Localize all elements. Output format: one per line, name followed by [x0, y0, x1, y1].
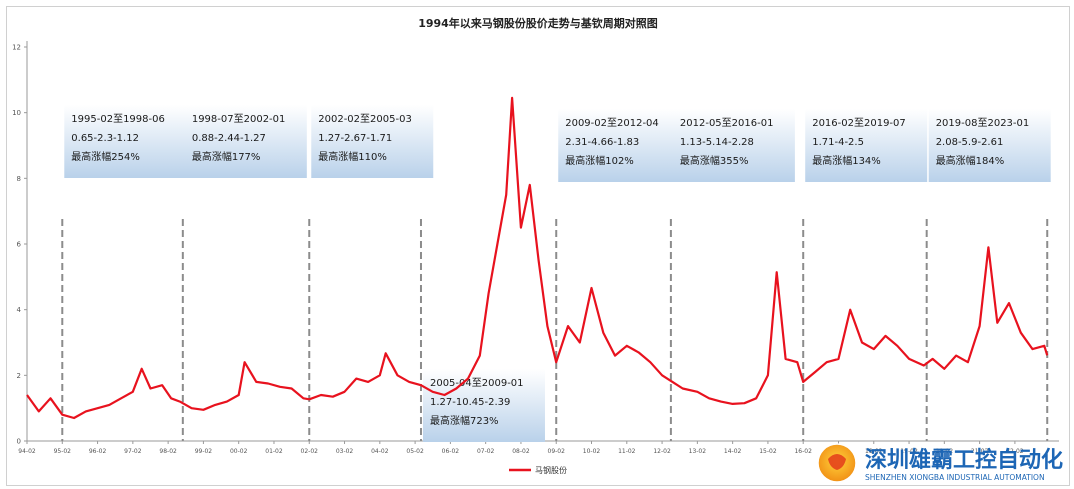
lion-logo-face-icon	[828, 454, 846, 470]
annotation-line: 2.08-5.9-2.61	[936, 137, 1004, 148]
y-tick-label: 10	[12, 109, 21, 117]
cycle-dividers	[61, 219, 1049, 441]
annotation-line: 最高涨幅355%	[680, 154, 749, 167]
annotation-line: 最高涨幅134%	[812, 154, 881, 167]
chart-svg: 1994年以来马钢股份股价走势与基钦周期对照图 0 2 4 6 8 10 12 94-02 95…	[12, 16, 1063, 483]
annotation-box	[672, 109, 795, 182]
cycle-annotation: 2012-05至2016-01 1.13-5.14-2.28 最高涨幅355%	[672, 109, 795, 182]
annotation-line: 2019-08至2023-01	[936, 117, 1030, 129]
x-tick-label: 97-02	[124, 448, 142, 455]
cycle-annotations: 1995-02至1998-06 0.65-2.3-1.12 最高涨幅254% 1998…	[64, 105, 1051, 442]
x-tick-label: 08-02	[512, 448, 530, 455]
x-tick-label: 07-02	[477, 448, 495, 455]
legend-label: 马钢股份	[535, 465, 567, 475]
annotation-line: 2016-02至2019-07	[812, 117, 906, 129]
annotation-line: 最高涨幅110%	[318, 150, 387, 163]
x-tick-label: 12-02	[653, 448, 671, 455]
annotation-line: 2002-02至2005-03	[318, 113, 412, 125]
x-tick-label: 94-02	[18, 448, 36, 455]
axes: 0 2 4 6 8 10 12 94-02 95-02 96-02 97-02 98-02 99-02 0…	[12, 41, 1059, 455]
legend: 马钢股份	[509, 465, 567, 475]
price-series	[26, 96, 1049, 420]
annotation-line: 2012-05至2016-01	[680, 117, 774, 129]
y-tick-label: 12	[12, 44, 21, 52]
x-tick-label: 99-02	[195, 448, 213, 455]
annotation-line: 1.71-4-2.5	[812, 137, 864, 148]
x-tick-label: 11-02	[618, 448, 636, 455]
annotation-box	[64, 105, 187, 178]
x-tick-label: 03-02	[336, 448, 354, 455]
cycle-annotation: 2009-02至2012-04 2.31-4.66-1.83 最高涨幅102%	[558, 109, 681, 182]
annotation-line: 0.65-2.3-1.12	[71, 133, 139, 144]
x-tick-label: 02-02	[301, 448, 319, 455]
annotation-line: 1.13-5.14-2.28	[680, 137, 754, 148]
x-tick-label: 01-02	[265, 448, 283, 455]
annotation-line: 2009-02至2012-04	[565, 117, 659, 129]
cycle-annotation: 2016-02至2019-07 1.71-4-2.5 最高涨幅134%	[805, 109, 928, 182]
annotation-line: 1.27-10.45-2.39	[430, 397, 510, 408]
annotation-line: 1998-07至2002-01	[192, 113, 286, 125]
x-tick-label: 00-02	[230, 448, 248, 455]
y-tick-label: 8	[17, 175, 21, 183]
watermark-name-cn: 深圳雄霸工控自动化	[865, 447, 1063, 473]
y-tick-label: 6	[17, 241, 22, 249]
x-tick-label: 14-02	[724, 448, 742, 455]
annotation-box	[184, 105, 307, 178]
chart-frame: 1994年以来马钢股份股价走势与基钦周期对照图 0 2 4 6 8 10 12 94-02 95…	[6, 6, 1070, 486]
annotation-box	[928, 109, 1051, 182]
x-tick-label: 10-02	[583, 448, 601, 455]
x-tick-label: 04-02	[371, 448, 389, 455]
cycle-annotation: 2005-04至2009-01 1.27-10.45-2.39 最高涨幅723%	[422, 369, 545, 442]
x-tick-label: 21-02	[971, 448, 989, 455]
annotation-line: 最高涨幅254%	[71, 150, 140, 163]
series-line	[26, 96, 1049, 420]
watermark-name-en: SHENZHEN XIONGBA INDUSTRIAL AUTOMATION	[865, 473, 1045, 482]
annotation-line: 0.88-2.44-1.27	[192, 133, 266, 144]
annotation-box	[311, 105, 434, 178]
x-tick-label: 06-02	[442, 448, 460, 455]
cycle-annotation: 1998-07至2002-01 0.88-2.44-1.27 最高涨幅177%	[184, 105, 307, 178]
y-tick-label: 2	[17, 372, 21, 380]
x-tick-label: 16-02	[794, 448, 812, 455]
x-tick-label: 96-02	[89, 448, 107, 455]
annotation-line: 最高涨幅723%	[430, 414, 499, 427]
x-tick-label: 98-02	[159, 448, 177, 455]
cycle-annotation: 2019-08至2023-01 2.08-5.9-2.61 最高涨幅184%	[928, 109, 1051, 182]
x-tick-label: 19-02	[900, 448, 918, 455]
x-tick-label: 13-02	[689, 448, 707, 455]
cycle-annotation: 2002-02至2005-03 1.27-2.67-1.71 最高涨幅110%	[311, 105, 434, 178]
chart-title: 1994年以来马钢股份股价走势与基钦周期对照图	[418, 16, 658, 30]
cycle-annotation: 1995-02至1998-06 0.65-2.3-1.12 最高涨幅254%	[64, 105, 187, 178]
annotation-line: 最高涨幅102%	[565, 154, 634, 167]
annotation-box	[558, 109, 681, 182]
annotation-box	[422, 369, 545, 442]
x-tick-label: 22-02	[1006, 448, 1024, 455]
x-tick-label: 95-02	[54, 448, 72, 455]
x-tick-label: 09-02	[548, 448, 566, 455]
annotation-box	[805, 109, 928, 182]
annotation-line: 最高涨幅184%	[936, 154, 1005, 167]
x-tick-label: 18-02	[865, 448, 883, 455]
watermark: 深圳雄霸工控自动化 SHENZHEN XIONGBA INDUSTRIAL AU…	[817, 443, 1063, 483]
x-tick-label: 15-02	[759, 448, 777, 455]
annotation-line: 1.27-2.67-1.71	[318, 133, 392, 144]
x-tick-label: 05-02	[406, 448, 424, 455]
y-tick-label: 4	[17, 306, 22, 314]
annotation-line: 1995-02至1998-06	[71, 113, 165, 125]
annotation-line: 2005-04至2009-01	[430, 377, 524, 389]
x-tick-label: 20-02	[936, 448, 954, 455]
annotation-line: 2.31-4.66-1.83	[565, 137, 639, 148]
annotation-line: 最高涨幅177%	[192, 150, 261, 163]
y-tick-label: 0	[17, 438, 21, 446]
